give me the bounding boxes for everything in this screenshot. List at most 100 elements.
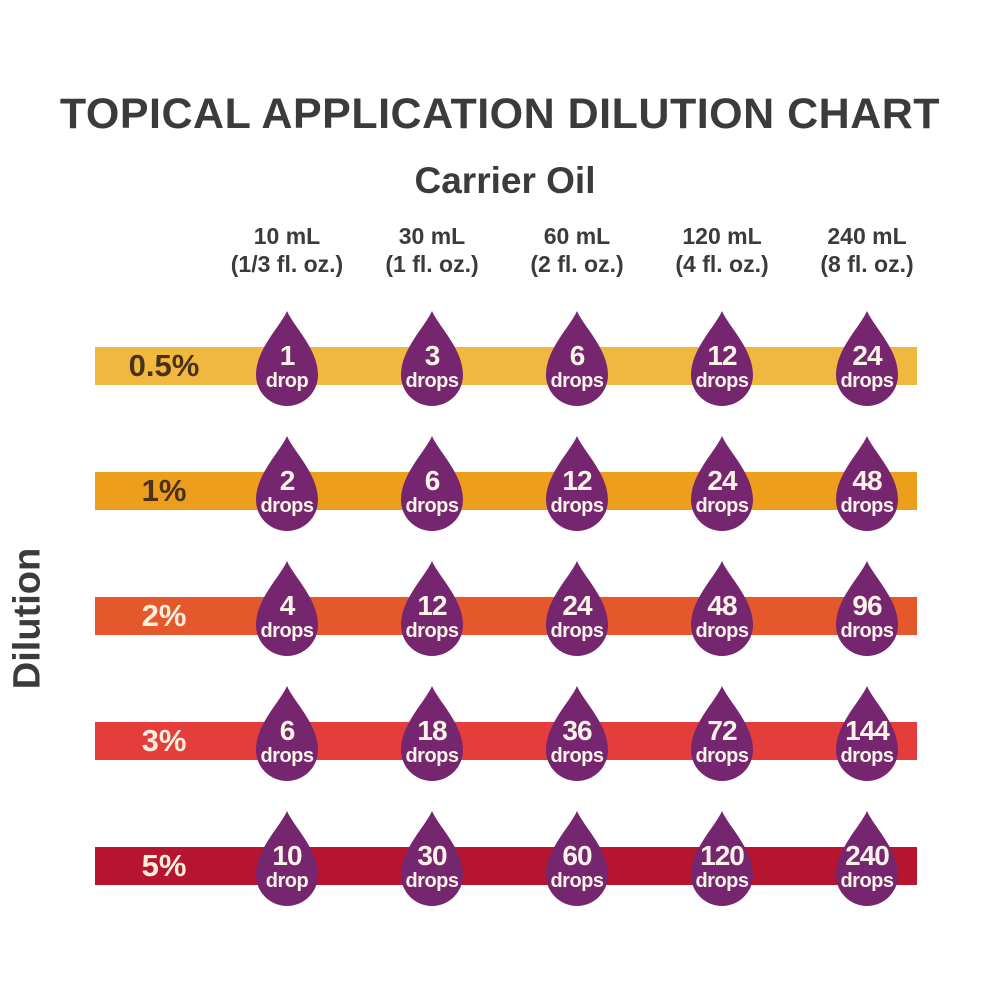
- dilution-bar: 0.5%: [95, 347, 917, 385]
- drop-icon: 6 drops: [398, 434, 466, 532]
- drop-icon: 4 drops: [253, 559, 321, 657]
- dilution-bar: 5%: [95, 847, 917, 885]
- drop-icon: 72 drops: [688, 684, 756, 782]
- dilution-bar: 3%: [95, 722, 917, 760]
- column-header-oz: (4 fl. oz.): [675, 251, 769, 277]
- drop-icon: 120 drops: [688, 809, 756, 907]
- drop-icon: 1 drop: [253, 309, 321, 407]
- drop-unit: drops: [840, 870, 894, 892]
- drop-unit: drops: [695, 620, 749, 642]
- drop-unit: drops: [405, 495, 459, 517]
- drop-value: 30: [417, 840, 447, 871]
- drop-value: 6: [279, 715, 296, 746]
- column-header-ml: 120 mL: [682, 223, 762, 249]
- percent-label: 3%: [141, 723, 187, 758]
- drop-value: 24: [562, 590, 592, 621]
- drop-unit: drops: [695, 745, 749, 767]
- drop-value: 18: [417, 715, 447, 746]
- drop-value: 48: [852, 465, 882, 496]
- drop-unit: drops: [405, 745, 459, 767]
- percent-label: 1%: [141, 473, 187, 508]
- drop-icon: 12 drops: [398, 559, 466, 657]
- column-header-ml: 240 mL: [827, 223, 907, 249]
- drop-value: 24: [707, 465, 737, 496]
- page-title: TOPICAL APPLICATION DILUTION CHART: [59, 90, 941, 138]
- drop-value: 36: [562, 715, 592, 746]
- drop-unit: drops: [550, 870, 604, 892]
- drop-value: 96: [852, 590, 882, 621]
- drop-value: 48: [707, 590, 737, 621]
- drop-icon: 144 drops: [833, 684, 901, 782]
- drop-unit: drops: [260, 620, 314, 642]
- drop-icon: 48 drops: [688, 559, 756, 657]
- column-header-oz: (2 fl. oz.): [530, 251, 624, 277]
- drop-icon: 24 drops: [833, 309, 901, 407]
- drop-icon: 240 drops: [833, 809, 901, 907]
- drop-unit: drops: [695, 495, 749, 517]
- drop-unit: drops: [840, 620, 894, 642]
- dilution-bar: 1%: [95, 472, 917, 510]
- drop-unit: drops: [405, 370, 459, 392]
- column-header-oz: (1 fl. oz.): [385, 251, 479, 277]
- column-header-ml: 60 mL: [543, 223, 611, 249]
- drop-unit: drops: [695, 370, 749, 392]
- percent-label: 2%: [141, 598, 187, 633]
- drop-icon: 10 drop: [253, 809, 321, 907]
- column-header-ml: 10 mL: [253, 223, 321, 249]
- drop-icon: 12 drops: [688, 309, 756, 407]
- percent-label: 0.5%: [128, 348, 200, 383]
- drop-unit: drop: [265, 370, 309, 392]
- drop-icon: 36 drops: [543, 684, 611, 782]
- drop-value: 6: [569, 340, 586, 371]
- drop-value: 12: [707, 340, 737, 371]
- drop-value: 6: [424, 465, 441, 496]
- drop-unit: drops: [260, 745, 314, 767]
- drop-unit: drops: [260, 495, 314, 517]
- drop-icon: 96 drops: [833, 559, 901, 657]
- carrier-oil-heading: Carrier Oil: [414, 160, 596, 201]
- drop-unit: drops: [550, 495, 604, 517]
- drop-icon: 60 drops: [543, 809, 611, 907]
- drop-value: 24: [852, 340, 882, 371]
- drop-value: 3: [424, 340, 441, 371]
- column-header-ml: 30 mL: [398, 223, 466, 249]
- drop-value: 60: [562, 840, 592, 871]
- drop-value: 72: [707, 715, 737, 746]
- dilution-bar: 2%: [95, 597, 917, 635]
- drop-unit: drops: [840, 745, 894, 767]
- drop-unit: drops: [840, 495, 894, 517]
- drop-unit: drops: [550, 620, 604, 642]
- drop-icon: 24 drops: [688, 434, 756, 532]
- drop-icon: 48 drops: [833, 434, 901, 532]
- column-header: 30 mL (1 fl. oz.): [347, 222, 517, 278]
- column-header: 120 mL (4 fl. oz.): [637, 222, 807, 278]
- drop-icon: 12 drops: [543, 434, 611, 532]
- drop-value: 12: [417, 590, 447, 621]
- drop-value: 144: [845, 715, 890, 746]
- percent-label: 5%: [141, 848, 187, 883]
- drop-value: 1: [279, 340, 296, 371]
- drop-unit: drop: [265, 870, 309, 892]
- drop-value: 12: [562, 465, 592, 496]
- drop-icon: 30 drops: [398, 809, 466, 907]
- drop-unit: drops: [405, 620, 459, 642]
- drop-unit: drops: [550, 370, 604, 392]
- drop-unit: drops: [840, 370, 894, 392]
- column-header-oz: (1/3 fl. oz.): [230, 251, 344, 277]
- drop-unit: drops: [695, 870, 749, 892]
- column-header: 240 mL (8 fl. oz.): [782, 222, 952, 278]
- drop-icon: 6 drops: [253, 684, 321, 782]
- drop-value: 4: [279, 590, 296, 621]
- drop-icon: 18 drops: [398, 684, 466, 782]
- column-header: 10 mL (1/3 fl. oz.): [202, 222, 372, 278]
- drop-value: 10: [272, 840, 302, 871]
- drop-value: 120: [700, 840, 745, 871]
- drop-value: 2: [279, 465, 296, 496]
- dilution-axis-label: Dilution: [6, 547, 49, 690]
- drop-icon: 2 drops: [253, 434, 321, 532]
- drop-unit: drops: [550, 745, 604, 767]
- drop-icon: 3 drops: [398, 309, 466, 407]
- column-header: 60 mL (2 fl. oz.): [492, 222, 662, 278]
- drop-value: 240: [845, 840, 890, 871]
- column-header-oz: (8 fl. oz.): [820, 251, 914, 277]
